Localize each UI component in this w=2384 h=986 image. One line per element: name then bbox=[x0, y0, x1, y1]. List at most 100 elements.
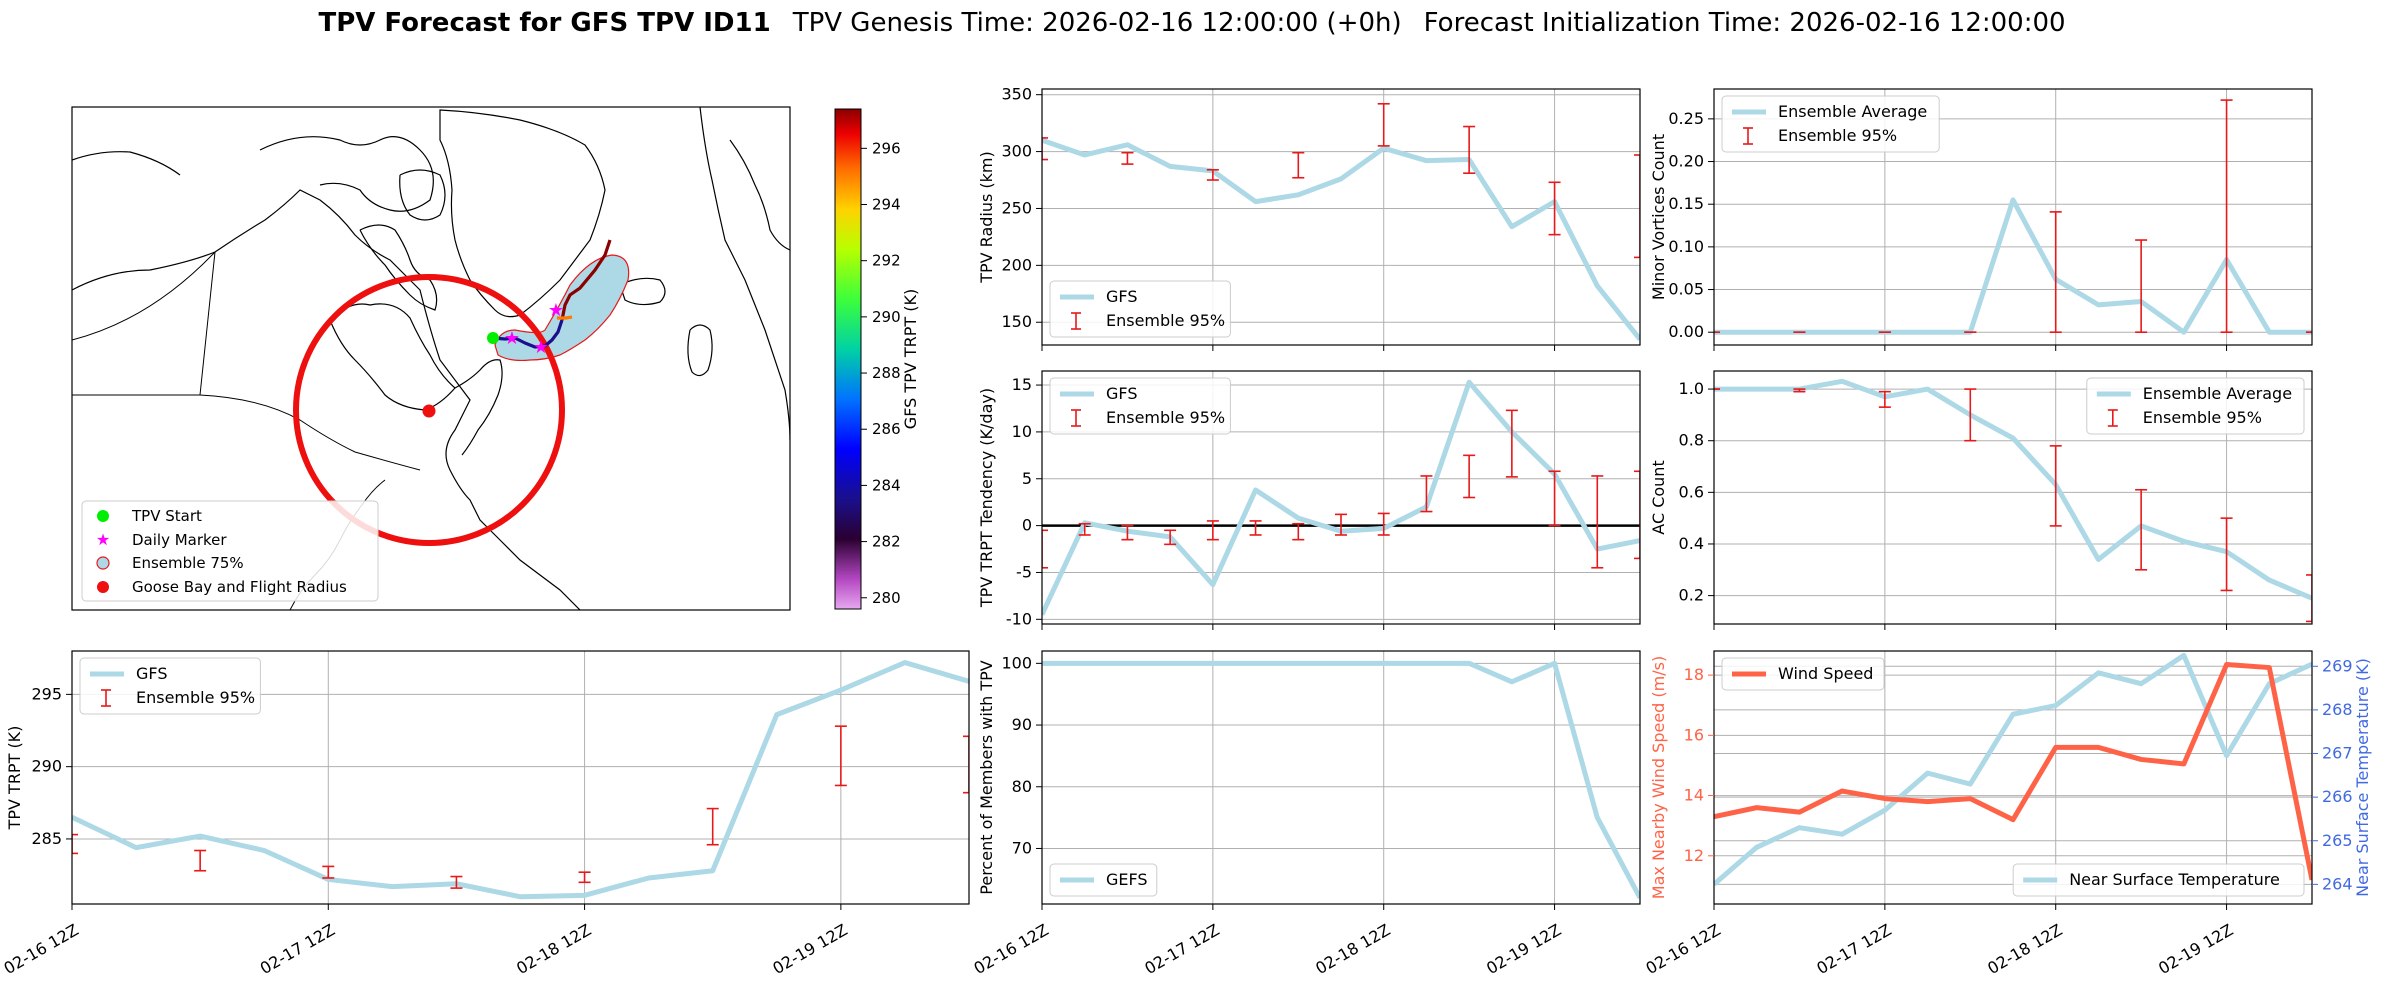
errorbar bbox=[1505, 409, 1518, 478]
colorbar-tick-label: 282 bbox=[872, 533, 901, 551]
errorbar bbox=[1164, 529, 1177, 546]
errorbar bbox=[706, 807, 719, 846]
tpv-start-marker bbox=[487, 332, 499, 344]
legend-label: Ensemble 95% bbox=[136, 688, 255, 707]
y-tick-label: 90 bbox=[1012, 715, 1032, 734]
legend: GFS Ensemble 95% bbox=[1049, 377, 1231, 435]
x-tick-label: 02-19 12Z bbox=[1483, 920, 1564, 978]
legend-box bbox=[1049, 863, 1158, 897]
errorbar bbox=[1292, 151, 1305, 179]
errorbar bbox=[2049, 211, 2062, 334]
tpv-track-upper bbox=[560, 239, 612, 321]
y2-axis-label: Near Surface Temperature (K) bbox=[2353, 658, 2372, 897]
x-tick-label: 02-18 12Z bbox=[1312, 920, 1393, 978]
errorbar bbox=[322, 865, 335, 879]
colorbar-tick-label: 294 bbox=[872, 196, 901, 214]
legend-label: Ensemble 95% bbox=[1106, 311, 1225, 330]
errorbar bbox=[1206, 520, 1219, 541]
legend: Ensemble Average Ensemble 95% bbox=[1721, 95, 1940, 153]
map-panel: ★ ★ ★ TPV Start ★ Daily Marker Ensemble … bbox=[71, 106, 791, 611]
plot-frame bbox=[1713, 650, 2313, 905]
legend-ensemble-label: Ensemble 75% bbox=[132, 554, 244, 572]
chart-trpt: 02-16 12Z 02-17 12Z 02-18 12Z 02-19 12Z 285 2… bbox=[1, 650, 970, 978]
plot-contents bbox=[72, 660, 969, 900]
coastline-islands-2 bbox=[399, 169, 446, 221]
y-tick-label: 1.0 bbox=[1679, 379, 1704, 398]
goose-bay-flight-radius bbox=[293, 274, 565, 546]
legend-label: Ensemble Average bbox=[1778, 102, 1927, 121]
y-tick-label: 0.25 bbox=[1668, 109, 1704, 128]
daily-marker-1: ★ bbox=[504, 328, 520, 349]
errorbar bbox=[450, 875, 463, 889]
legend-daily-label: Daily Marker bbox=[132, 531, 227, 549]
errorbar bbox=[2049, 445, 2062, 527]
y-tick-label: 5 bbox=[1022, 469, 1032, 488]
y-tick-label: 70 bbox=[1012, 838, 1032, 857]
x-tick-label: 02-17 12Z bbox=[257, 920, 338, 978]
legend: Wind Speed bbox=[1721, 657, 1885, 691]
title-bold: TPV Forecast for GFS TPV ID11 bbox=[318, 8, 770, 38]
y-tick-label: 0.6 bbox=[1679, 482, 1704, 501]
y-tick-label: 0.05 bbox=[1668, 280, 1704, 299]
legend: Near Surface Temperature bbox=[2012, 863, 2305, 897]
x-tick-label: 02-17 12Z bbox=[1813, 920, 1894, 978]
errorbar bbox=[1292, 522, 1305, 541]
errorbar bbox=[1249, 520, 1262, 536]
errorbar bbox=[1078, 522, 1091, 536]
y-tick-label: 80 bbox=[1012, 777, 1032, 796]
series-gefs bbox=[1042, 660, 1640, 900]
coastline-labrador bbox=[454, 359, 503, 456]
series-gfs bbox=[1042, 137, 1640, 341]
y-axis-label: Max Nearby Wind Speed (m/s) bbox=[1649, 656, 1668, 899]
coastline-uk bbox=[687, 324, 713, 377]
chart-percent: 02-16 12Z 02-17 12Z 02-18 12Z 02-19 12Z 70 80… bbox=[971, 650, 1641, 978]
errorbar bbox=[194, 849, 207, 872]
y2-tick-label: 265 bbox=[2322, 831, 2353, 850]
plot-area bbox=[1042, 651, 1640, 904]
errorbar bbox=[1121, 151, 1134, 165]
plot-frame bbox=[71, 650, 970, 905]
y-axis-label: TPV TRPT (K) bbox=[5, 726, 24, 831]
legend: GEFS bbox=[1049, 863, 1158, 897]
legend-box bbox=[2086, 377, 2305, 435]
y-axis-label: AC Count bbox=[1649, 460, 1668, 534]
errorbar bbox=[963, 735, 969, 794]
legend-star-icon: ★ bbox=[96, 530, 110, 549]
coastline-greenland bbox=[439, 109, 606, 318]
figure-title: TPV Forecast for GFS TPV ID11 TPV Genesis… bbox=[318, 8, 2065, 38]
errorbar bbox=[1634, 154, 1640, 259]
plot-contents bbox=[1042, 379, 1640, 616]
y-axis-label: Percent of Members with TPV bbox=[977, 660, 996, 894]
errorbar bbox=[2135, 488, 2148, 571]
y-tick-label: 350 bbox=[1001, 85, 1032, 104]
plot-contents bbox=[1042, 102, 1640, 341]
coastline-alaska bbox=[72, 151, 181, 176]
errorbar bbox=[834, 725, 847, 787]
errorbar bbox=[2220, 517, 2233, 592]
title-init: Forecast Initialization Time: 2026-02-16… bbox=[1424, 8, 2066, 38]
chart-wind: 02-16 12Z 02-17 12Z 02-18 12Z 02-19 12Z 12 14… bbox=[1643, 650, 2372, 978]
y-tick-label: 300 bbox=[1001, 142, 1032, 161]
x-tick-label: 02-16 12Z bbox=[1643, 920, 1724, 978]
y2-tick-label: 269 bbox=[2322, 656, 2353, 675]
errorbar bbox=[1335, 513, 1347, 536]
legend-box bbox=[1721, 95, 1940, 153]
tpv-track bbox=[492, 319, 564, 349]
errorbar bbox=[2220, 99, 2233, 334]
y-tick-label: 150 bbox=[1001, 312, 1032, 331]
legend-box bbox=[79, 657, 261, 715]
ensemble-75-region bbox=[494, 254, 630, 362]
plot-contents bbox=[1714, 652, 2312, 887]
coastline-scandinavia bbox=[729, 139, 790, 251]
series-ensemble-average bbox=[1714, 378, 2312, 601]
legend-label: Ensemble Average bbox=[2143, 384, 2292, 403]
y-tick-label: 200 bbox=[1001, 255, 1032, 274]
y-tick-label: -5 bbox=[1016, 562, 1032, 581]
y-tick-label: 14 bbox=[1684, 786, 1704, 805]
colorbar-tick-label: 288 bbox=[872, 364, 901, 382]
plot-contents bbox=[1714, 378, 2312, 623]
colorbar-tick-label: 280 bbox=[872, 589, 901, 607]
coastline-arctic-islands bbox=[259, 136, 434, 212]
errorbar bbox=[1964, 388, 1977, 442]
